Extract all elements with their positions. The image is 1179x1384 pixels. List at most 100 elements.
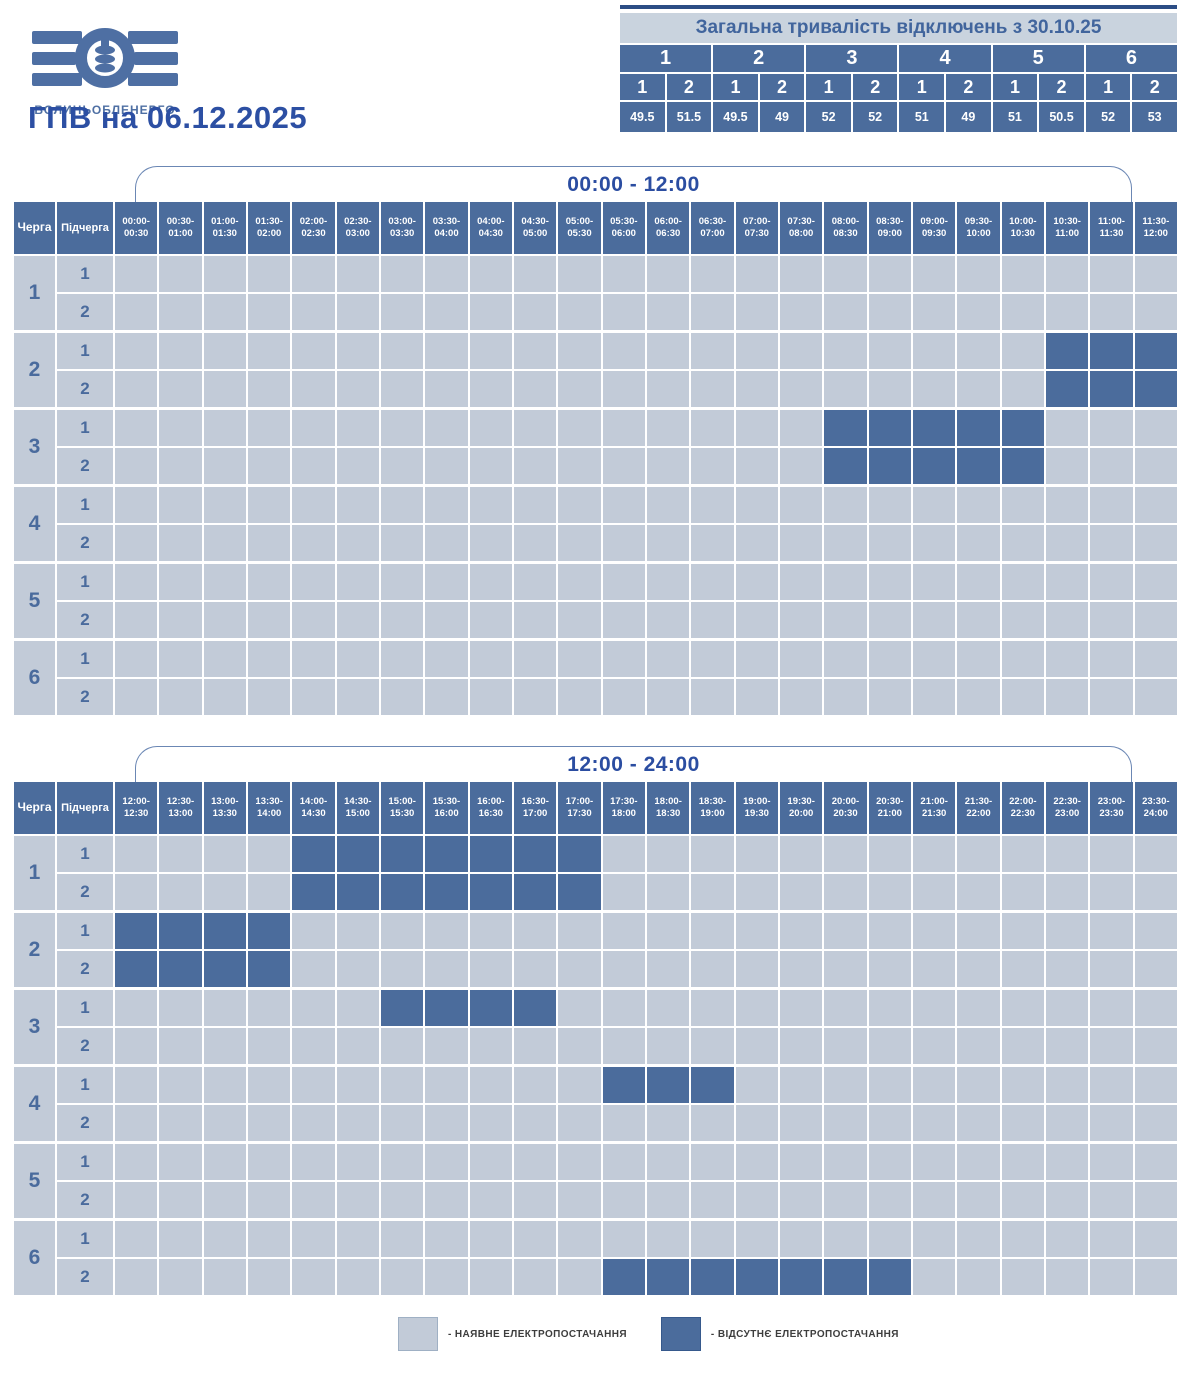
power-available-cell [159, 564, 202, 600]
power-available-cell [957, 913, 1000, 949]
power-available-cell [1001, 951, 1044, 987]
power-available-cell [558, 641, 601, 677]
power-available-cell [292, 913, 335, 949]
sched-header-1: Черга Підчерга 00:00- 00:30 00:30- 01:00 01:00… [14, 202, 1177, 254]
time-slot-header: 23:30- 24:00 [1134, 782, 1177, 834]
power-available-cell [513, 1067, 557, 1103]
power-available-cell [380, 1105, 424, 1141]
power-available-cell [1090, 410, 1133, 446]
power-available-cell [646, 1028, 690, 1064]
power-available-cell [1001, 679, 1044, 715]
outage-cell [646, 1067, 690, 1103]
power-available-cell [912, 1221, 956, 1257]
power-available-cell [1134, 602, 1177, 638]
power-available-cell [469, 256, 512, 292]
power-available-cell [1134, 874, 1177, 910]
power-available-cell [735, 333, 778, 369]
queue-number: 3 [14, 410, 55, 484]
power-available-cell [735, 1067, 778, 1103]
power-available-cell [824, 564, 867, 600]
summary-value-cell: 52 [806, 102, 851, 132]
power-available-cell [558, 951, 601, 987]
power-available-cell [425, 564, 468, 600]
power-available-cell [779, 836, 823, 872]
power-available-cell [735, 564, 778, 600]
power-available-cell [247, 564, 291, 600]
power-available-cell [1001, 836, 1044, 872]
power-available-cell [558, 990, 601, 1026]
power-available-cell [292, 410, 335, 446]
power-available-cell [203, 294, 246, 330]
power-available-cell [425, 1067, 468, 1103]
time-slot-header: 14:30- 15:00 [336, 782, 379, 834]
power-available-cell [1001, 641, 1044, 677]
power-available-cell [646, 913, 690, 949]
power-available-cell [115, 1028, 158, 1064]
summary-subgroup-cell: 2 [1132, 74, 1177, 100]
power-available-cell [292, 1259, 335, 1295]
power-available-cell [336, 448, 379, 484]
outage-cell [558, 874, 601, 910]
power-available-cell [380, 294, 424, 330]
power-available-cell [912, 874, 956, 910]
power-available-cell [824, 1105, 867, 1141]
power-available-cell [912, 641, 956, 677]
power-available-cell [1134, 410, 1177, 446]
power-available-cell [646, 371, 690, 407]
power-available-cell [824, 951, 867, 987]
time-slot-header: 17:00- 17:30 [558, 782, 601, 834]
power-available-cell [115, 487, 158, 523]
outage-cell [1134, 333, 1177, 369]
time-slot-header: 15:30- 16:00 [425, 782, 468, 834]
summary-value-cell: 53 [1132, 102, 1177, 132]
power-available-cell [469, 1221, 512, 1257]
summary-group-cell: 2 [713, 45, 805, 72]
power-available-cell [824, 913, 867, 949]
outage-cell [824, 448, 867, 484]
power-available-cell [691, 448, 734, 484]
power-available-cell [691, 371, 734, 407]
power-available-cell [779, 371, 823, 407]
power-available-cell [1090, 1105, 1133, 1141]
time-slot-header: 00:30- 01:00 [159, 202, 202, 254]
time-slot-header: 09:30- 10:00 [957, 202, 1000, 254]
power-available-cell [824, 1067, 867, 1103]
queue-number: 1 [14, 256, 55, 330]
power-available-cell [513, 1182, 557, 1218]
power-available-cell [957, 641, 1000, 677]
power-available-cell [513, 951, 557, 987]
time-slot-header: 11:00- 11:30 [1090, 202, 1133, 254]
power-available-cell [646, 333, 690, 369]
power-available-cell [957, 874, 1000, 910]
power-available-cell [735, 1028, 778, 1064]
power-available-cell [779, 602, 823, 638]
power-available-cell [1090, 679, 1133, 715]
power-available-cell [868, 487, 911, 523]
outage-cell [292, 874, 335, 910]
subqueue-number: 2 [57, 1182, 113, 1218]
power-available-cell [513, 448, 557, 484]
power-available-cell [868, 371, 911, 407]
time-slot-header: 14:00- 14:30 [292, 782, 335, 834]
power-available-cell [868, 990, 911, 1026]
power-available-cell [203, 448, 246, 484]
queue-number: 5 [14, 564, 55, 638]
summary-value-cell: 51.5 [666, 102, 712, 132]
time-slot-header: 05:30- 06:00 [602, 202, 645, 254]
power-available-cell [469, 564, 512, 600]
power-available-cell [912, 333, 956, 369]
power-available-cell [691, 836, 734, 872]
power-available-cell [469, 602, 512, 638]
power-available-cell [336, 410, 379, 446]
power-available-cell [1090, 990, 1133, 1026]
zoe-logo-icon [32, 28, 178, 88]
power-available-cell [779, 679, 823, 715]
summary-subgroup-cell: 1 [713, 74, 758, 100]
power-available-cell [779, 913, 823, 949]
power-available-cell [602, 679, 645, 715]
power-available-cell [203, 1067, 246, 1103]
